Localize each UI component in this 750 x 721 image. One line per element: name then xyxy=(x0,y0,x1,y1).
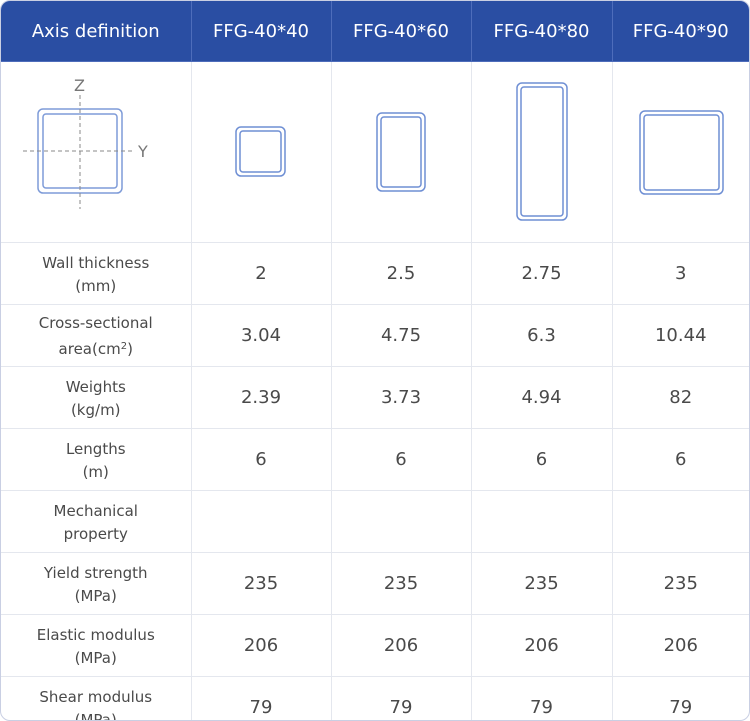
row-elastic-modulus: Elastic modulus (MPa) 206 206 206 206 xyxy=(1,614,749,677)
cell-value: 235 xyxy=(612,552,749,615)
row-label-line1: Yield strength xyxy=(43,563,148,582)
row-label-line1: Elastic modulus xyxy=(36,625,155,644)
cell-value: 206 xyxy=(471,614,613,677)
cell-value: 6 xyxy=(612,428,749,491)
cell-value: 2.75 xyxy=(471,242,613,305)
row-label-line1: Weights xyxy=(65,377,126,396)
row-label-line1: Wall thickness xyxy=(42,253,150,272)
row-label: Weights (kg/m) xyxy=(1,366,192,429)
cell-value: 235 xyxy=(471,552,613,615)
cell-value: 206 xyxy=(191,614,332,677)
header-model-2: FFG-40*60 xyxy=(331,1,472,62)
cell-value: 82 xyxy=(612,366,749,429)
profile-40x40-shape xyxy=(235,126,286,177)
cell-value: 6 xyxy=(471,428,613,491)
cell-value: 6.3 xyxy=(471,304,613,367)
row-label-line2: (mm) xyxy=(75,276,117,295)
header-row: Axis definition FFG-40*40 FFG-40*60 FFG-… xyxy=(1,1,749,62)
cell-value: 79 xyxy=(669,697,693,718)
label-text: ) xyxy=(127,340,133,358)
cell-value: 6 xyxy=(191,428,332,491)
cell-value xyxy=(191,490,332,553)
row-label: Yield strength (MPa) xyxy=(1,552,192,615)
profile-40x90-shape xyxy=(639,110,724,195)
cell-value: 79 xyxy=(331,676,472,720)
cell-value: 4.94 xyxy=(471,366,613,429)
row-label-line2: (MPa) xyxy=(74,586,117,605)
label-text: area(cm xyxy=(58,340,121,358)
row-yield-strength: Yield strength (MPa) 235 235 235 235 xyxy=(1,552,749,615)
profile-40x60-cell xyxy=(331,61,472,243)
profile-40x40-cell xyxy=(191,61,332,243)
row-cross-sectional-area: Cross-sectional area(cm2) 3.04 4.75 6.3 … xyxy=(1,304,749,367)
cell-value: 2.39 xyxy=(191,366,332,429)
cell-value: 2.5 xyxy=(331,242,472,305)
row-label-line1: Mechanical xyxy=(53,501,138,520)
row-weights: Weights (kg/m) 2.39 3.73 4.94 82 xyxy=(1,366,749,429)
row-label: Shear modulus (MPa) xyxy=(1,676,192,721)
row-label-line1: Lengths xyxy=(65,439,126,458)
profile-40x90-cell xyxy=(612,61,749,243)
y-axis-label: Y xyxy=(137,142,148,161)
row-shear-modulus: Shear modulus (MPa) 79 79 79 79 xyxy=(1,676,749,721)
cell-value: 79 xyxy=(471,676,613,720)
cell-value: 3.73 xyxy=(331,366,472,429)
cell-value: 3 xyxy=(612,242,749,305)
row-label-line2: (MPa) xyxy=(74,648,117,667)
cell-value: 206 xyxy=(612,614,749,677)
row-label-line2: (m) xyxy=(82,462,109,481)
cell-value: 4.75 xyxy=(331,304,472,367)
cell-value: 79 xyxy=(191,676,332,720)
row-label: Wall thickness (mm) xyxy=(1,242,192,305)
cell-value: 10.44 xyxy=(612,304,749,367)
profile-40x80-shape xyxy=(515,82,568,221)
cell-value xyxy=(612,490,749,553)
row-lengths: Lengths (m) 6 6 6 6 xyxy=(1,428,749,491)
row-label-line2: (kg/m) xyxy=(70,400,121,419)
label-superscript: 2 xyxy=(120,341,128,352)
header-model-3: FFG-40*80 xyxy=(471,1,613,62)
header-axis-definition: Axis definition xyxy=(1,1,192,62)
row-label-line1: Shear modulus xyxy=(39,687,153,706)
cell-value: 2 xyxy=(191,242,332,305)
cell-value: 206 xyxy=(331,614,472,677)
cell-value: 235 xyxy=(331,552,472,615)
axis-diagram-cell: Z Y xyxy=(1,61,192,243)
cell-value: 6 xyxy=(331,428,472,491)
row-label-line2: property xyxy=(63,524,128,543)
z-axis-label: Z xyxy=(74,77,85,95)
row-wall-thickness: Wall thickness (mm) 2 2.5 2.75 3 xyxy=(1,242,749,305)
row-label-line2: area(cm2) xyxy=(1,335,191,361)
header-model-1: FFG-40*40 xyxy=(191,1,332,62)
cell-value: 3.04 xyxy=(191,304,332,367)
profile-40x80-cell xyxy=(471,61,613,243)
row-label-line2: (MPa) xyxy=(74,710,117,721)
row-label-line1: Cross-sectional xyxy=(38,314,153,332)
row-label: Lengths (m) xyxy=(1,428,192,491)
cell-value xyxy=(471,490,613,553)
cell-value: 235 xyxy=(191,552,332,615)
cell-value xyxy=(331,490,472,553)
axis-diagram: Z Y xyxy=(22,77,148,209)
profile-shape-row: Z Y xyxy=(1,61,749,243)
profile-40x60-shape xyxy=(376,112,426,192)
row-label: Mechanical property xyxy=(1,490,192,553)
header-model-4: FFG-40*90 xyxy=(612,1,749,62)
row-label: Elastic modulus (MPa) xyxy=(1,614,192,677)
row-label: Cross-sectional area(cm2) xyxy=(1,304,192,367)
row-mechanical-property: Mechanical property xyxy=(1,490,749,553)
